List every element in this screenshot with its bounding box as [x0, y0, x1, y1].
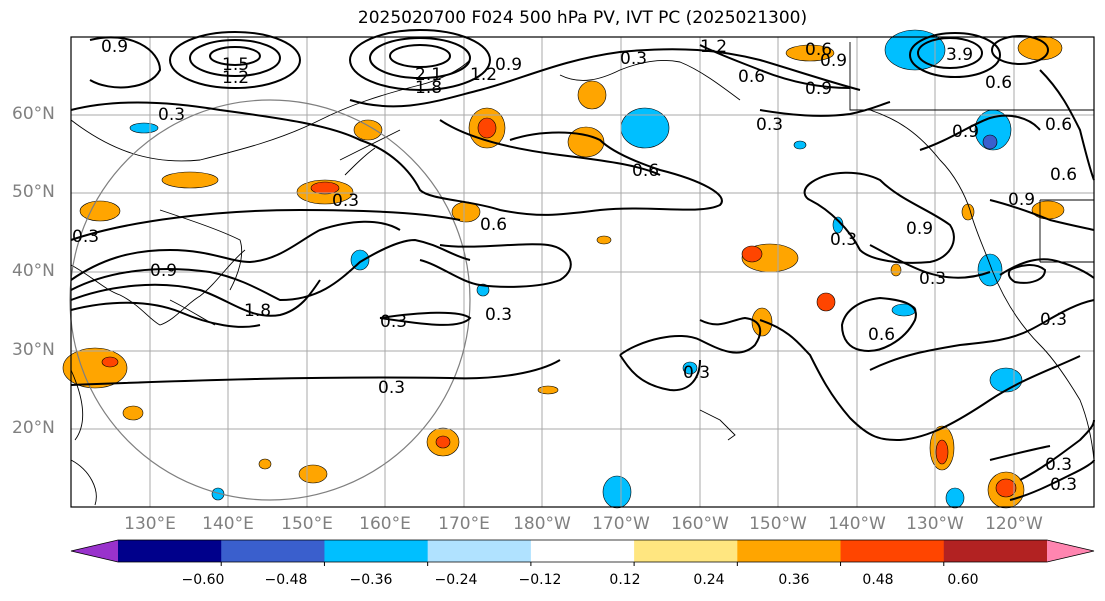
contour-label: 0.3 [683, 363, 710, 383]
lon-label: 130°E [124, 514, 176, 534]
lon-label: 150°W [749, 514, 807, 534]
contour-label: 0.3 [158, 105, 185, 125]
contour-label: 0.6 [805, 40, 832, 60]
colorbar-segment [221, 540, 325, 562]
lon-label: 150°E [281, 514, 333, 534]
contour-label: 0.3 [332, 191, 359, 211]
colorbar-tick-label: −0.36 [349, 572, 393, 588]
colorbar-tick-label: 0.48 [862, 572, 894, 588]
contour-labels: 0.9 1.5 1.2 2.1 1.8 1.2 0.9 0.3 0.6 0.9 … [72, 37, 1077, 495]
contour-label: 0.6 [1050, 165, 1077, 185]
contour-label: 0.9 [101, 37, 128, 57]
colorbar-segment [840, 540, 945, 562]
contour-label: 0.9 [805, 79, 832, 99]
contour-label: 0.3 [1045, 455, 1072, 475]
lon-label: 170°W [592, 514, 650, 534]
contour-label: 0.6 [985, 73, 1012, 93]
lon-label: 120°W [985, 514, 1043, 534]
colorbar-segment [118, 540, 222, 562]
lat-label: 20°N [12, 418, 55, 438]
contour-label: 1.8 [415, 78, 442, 98]
lon-label: 170°E [438, 514, 490, 534]
colorbar [70, 539, 1095, 566]
contour-label: 0.9 [150, 261, 177, 281]
contour-label: 1.8 [244, 301, 271, 321]
colorbar-tick-label: −0.48 [264, 572, 308, 588]
colorbar-segment [943, 540, 1048, 562]
lon-label: 160°W [671, 514, 729, 534]
colorbar-segment [530, 540, 635, 562]
colorbar-tick-label: −0.12 [518, 572, 562, 588]
colorbar-tick-label: 0.60 [947, 572, 979, 588]
colorbar-extend-max [1047, 540, 1094, 562]
map-frame [70, 36, 1095, 508]
contour-label: 0.3 [1040, 310, 1067, 330]
region-circle [69, 99, 471, 501]
contour-label: 0.3 [485, 305, 512, 325]
contour-label: 0.3 [620, 49, 647, 69]
lon-label: 130°W [906, 514, 964, 534]
contour-label: 0.3 [756, 115, 783, 135]
contour-label: 0.9 [495, 55, 522, 75]
contour-label: 0.6 [868, 325, 895, 345]
contour-label: 1.2 [700, 37, 727, 57]
lat-label: 40°N [12, 261, 55, 281]
colorbar-extend-min [71, 540, 118, 562]
contour-label: 0.6 [1045, 115, 1072, 135]
contour-label: 1.2 [222, 68, 249, 88]
colorbar-tick-label: 0.12 [609, 572, 641, 588]
contour-label: 3.9 [946, 45, 973, 65]
contour-label: 0.9 [906, 219, 933, 239]
contour-label: 0.3 [380, 312, 407, 332]
lat-label: 30°N [12, 340, 55, 360]
contour-label: 0.3 [830, 230, 857, 250]
coastlines [70, 42, 1095, 506]
contour-label: 1.2 [470, 65, 497, 85]
pv-contours [70, 29, 1095, 501]
contour-label: 0.3 [378, 378, 405, 398]
colorbar-segment [634, 540, 738, 562]
contour-label: 0.6 [632, 161, 659, 181]
contour-label: 0.6 [480, 215, 507, 235]
lat-label: 60°N [12, 104, 55, 124]
colorbar-tick-label: 0.24 [693, 572, 725, 588]
colorbar-outline [70, 539, 1095, 563]
lon-label: 140°W [828, 514, 886, 534]
contour-label: 1.5 [222, 55, 249, 75]
contour-label: 0.9 [1008, 190, 1035, 210]
contour-label: 0.3 [1050, 475, 1077, 495]
map-title: 2025020700 F024 500 hPa PV, IVT PC (2025… [357, 8, 808, 28]
contour-label: 2.1 [415, 65, 442, 85]
contour-label: 0.9 [952, 122, 979, 142]
lon-label: 160°E [359, 514, 411, 534]
contour-label: 0.3 [919, 269, 946, 289]
contour-label: 0.6 [738, 67, 765, 87]
colorbar-tick-label: −0.24 [434, 572, 478, 588]
lon-label: 140°E [202, 514, 254, 534]
lat-label: 50°N [12, 182, 55, 202]
colorbar-segment [427, 540, 532, 562]
contour-label: 0.9 [820, 51, 847, 71]
colorbar-tick-label: 0.36 [778, 572, 810, 588]
lon-label: 180°W [513, 514, 571, 534]
colorbar-segment [324, 540, 429, 562]
contour-label: 0.3 [72, 227, 99, 247]
colorbar-tick-label: −0.60 [181, 572, 225, 588]
colorbar-segment [737, 540, 842, 562]
